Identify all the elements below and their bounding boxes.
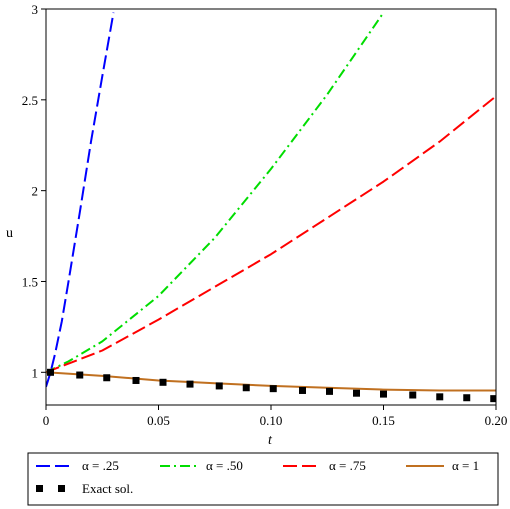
y-tick-label: 2 <box>32 184 39 199</box>
ticks-layer: 0 0.05 0.10 0.15 0.20 1 1.5 2 2.5 3 <box>22 2 508 428</box>
y-tick-label: 2.5 <box>22 93 38 108</box>
x-tick-label: 0.20 <box>485 413 508 428</box>
legend-swatch <box>58 485 65 492</box>
data-point <box>269 385 277 393</box>
data-point <box>380 390 387 398</box>
data-point <box>409 391 417 399</box>
plot-frame <box>45 8 497 406</box>
legend-label: Exact sol. <box>82 481 133 496</box>
data-point <box>132 376 140 384</box>
x-axis-label: t <box>268 433 273 448</box>
x-tick-label: 0.15 <box>372 413 395 428</box>
legend-label: α = .75 <box>329 458 366 473</box>
legend-item: α = .25 <box>36 458 119 473</box>
data-point <box>103 374 111 382</box>
x-tick-label: 0.05 <box>147 413 170 428</box>
legend-item: α = 1 <box>406 458 479 473</box>
series-layer <box>46 12 496 403</box>
legend-item: Exact sol. <box>36 481 133 496</box>
data-point <box>353 389 360 397</box>
y-tick-label: 3 <box>32 2 39 17</box>
series-1-line <box>46 12 385 374</box>
legend-label: α = .25 <box>82 458 119 473</box>
x-tick-label: 0 <box>43 413 50 428</box>
data-point <box>299 386 306 394</box>
data-point <box>186 380 194 388</box>
data-point <box>47 368 54 376</box>
y-tick-label: 1 <box>32 365 39 380</box>
series-0-line <box>46 12 115 388</box>
data-point <box>159 378 167 386</box>
data-point <box>76 371 84 379</box>
legend-label: α = .50 <box>206 458 243 473</box>
legend-swatch <box>36 485 43 492</box>
legend-box <box>27 452 499 506</box>
data-point <box>215 382 223 390</box>
legend-label: α = 1 <box>452 458 479 473</box>
y-axis-label: u <box>6 226 13 241</box>
data-point <box>326 387 333 395</box>
data-point <box>436 393 444 401</box>
x-tick-label: 0.10 <box>260 413 283 428</box>
data-point <box>490 395 496 403</box>
legend-layer: α = .25 α = .50 α = .75 α = 1 Exact sol. <box>36 458 479 496</box>
data-point <box>242 384 250 392</box>
legend-item: α = .50 <box>160 458 243 473</box>
data-point <box>463 394 471 402</box>
legend-item: α = .75 <box>283 458 366 473</box>
series-4-markers <box>47 368 496 403</box>
y-tick-label: 1.5 <box>22 274 38 289</box>
series-2-line <box>46 95 496 374</box>
